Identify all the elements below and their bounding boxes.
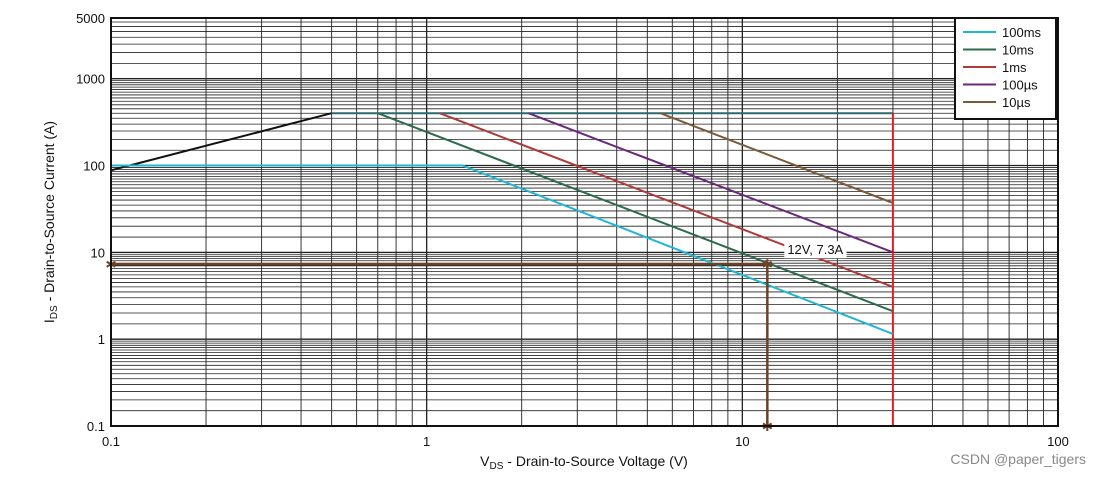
series-line-1 (377, 112, 894, 313)
legend-label-4: 10µs (1002, 95, 1031, 110)
x-tick-label: 0.1 (102, 434, 120, 449)
legend: 100ms 10ms 1ms 100µs 10µs (954, 17, 1057, 120)
annotation-marker-point-stroke (762, 260, 773, 268)
y-tick-label: 0.1 (87, 419, 105, 434)
y-tick-label: 5000 (76, 11, 105, 26)
legend-label-2: 1ms (1002, 60, 1027, 75)
y-tick-label: 100 (83, 159, 105, 174)
x-tick-label: 1 (423, 434, 430, 449)
series-line-4 (660, 112, 894, 204)
legend-label-0: 100ms (1002, 25, 1042, 40)
legend-label-1: 10ms (1002, 43, 1034, 58)
legend-label-3: 100µs (1002, 78, 1038, 93)
x-tick-label: 100 (1047, 434, 1069, 449)
plot-frame (110, 17, 1059, 427)
limit-lines (110, 112, 894, 426)
y-tick-label: 1 (98, 332, 105, 347)
series-line-0 (111, 164, 894, 335)
y-tick-label: 10 (91, 245, 105, 260)
grid (111, 18, 1058, 426)
annotation-label: 12V, 7.3A (787, 242, 843, 257)
rdson-limit-line (110, 112, 332, 172)
x-tick-label: 10 (735, 434, 749, 449)
series-line-3 (528, 112, 894, 254)
y-axis-title: IDS - Drain-to-Source Current (A) (41, 121, 60, 323)
y-tick-label: 1000 (76, 72, 105, 87)
watermark: CSDN @paper_tigers (950, 451, 1086, 467)
tick-labels: 0.1 1 10 100 0.1 1 10 100 1000 5000 (76, 11, 1069, 449)
annotation: 12V, 7.3A (106, 241, 847, 431)
annotation-marker-point (762, 259, 773, 270)
series-lines (111, 112, 894, 335)
annotation-label-bg (784, 241, 847, 259)
x-axis-title: VDS - Drain-to-Source Voltage (V) (480, 453, 688, 472)
